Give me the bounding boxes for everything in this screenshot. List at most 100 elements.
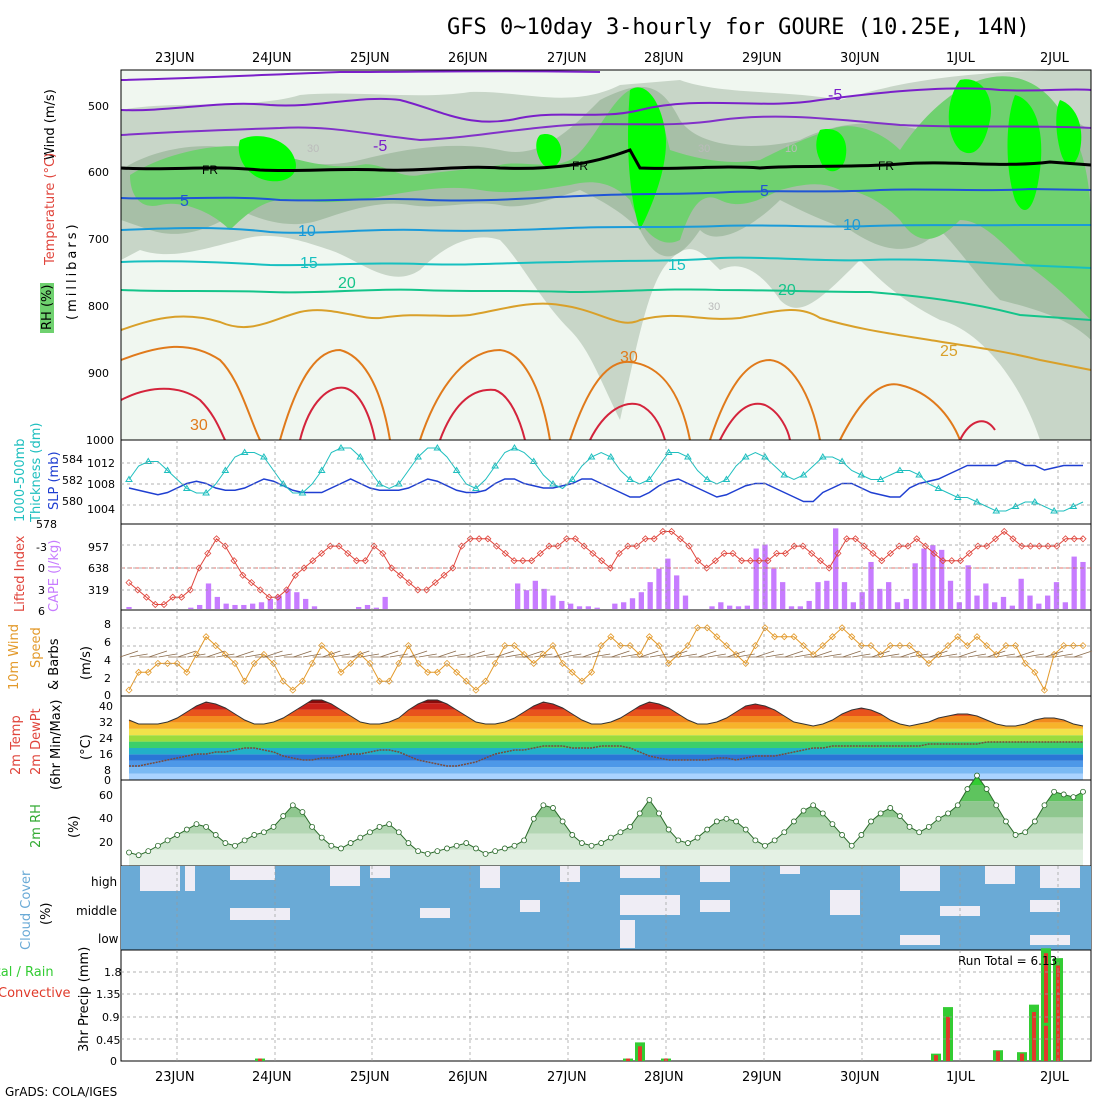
- rh2m-point: [1031, 818, 1038, 825]
- top-date-label: 27JUN: [547, 51, 587, 66]
- cape-bar: [921, 548, 927, 609]
- lifted-index-point: [808, 549, 816, 557]
- wind-barb: [726, 650, 746, 658]
- cape-bar: [886, 582, 892, 609]
- wind-barb: [910, 653, 929, 658]
- rh2m-point: [588, 842, 595, 849]
- temperature-band: [129, 735, 1083, 742]
- precip-tick: 1.35: [96, 988, 121, 1001]
- rh2m-point: [164, 837, 171, 844]
- wind-barb: [823, 653, 842, 658]
- wind-speed-point: [125, 686, 133, 694]
- wind-speed-point: [809, 650, 817, 659]
- wind-speed-point: [983, 642, 991, 650]
- lifted-index-point: [991, 535, 1000, 543]
- rh2m-point: [916, 829, 923, 836]
- rh2m-point: [251, 832, 258, 838]
- lifted-index-point: [449, 564, 457, 572]
- rh2m-point: [559, 818, 566, 825]
- rh2m-point: [1060, 791, 1067, 798]
- wind-barb: [939, 653, 958, 658]
- lifted-index-point: [344, 549, 352, 557]
- wind-speed-point: [289, 686, 297, 694]
- precip-convective-bar: [946, 1016, 950, 1061]
- rh2m-point: [126, 849, 132, 856]
- top-date-label: 30JUN: [840, 51, 880, 66]
- wind-speed-point: [771, 633, 779, 641]
- wind-barb: [177, 650, 196, 658]
- contour-label: 10: [785, 143, 797, 155]
- rh2m-point: [261, 829, 267, 836]
- lifted-index-point: [282, 586, 291, 594]
- temperature-band: [129, 773, 1083, 780]
- wind-speed-point: [925, 659, 933, 667]
- cloud-gap: [230, 866, 275, 880]
- slp-tick: 1008: [87, 478, 115, 491]
- wind-speed-point: [530, 659, 538, 667]
- wind-speed-point: [433, 668, 441, 676]
- wind-barb: [1073, 650, 1093, 658]
- rh2m-point: [742, 826, 749, 833]
- thickness-point: [414, 453, 422, 460]
- cape-bar: [1071, 556, 1077, 609]
- thickness-tick: 582: [62, 474, 83, 487]
- cape-bar: [983, 583, 989, 609]
- dewpt2m-line: [129, 741, 1083, 767]
- thickness-point: [992, 507, 1001, 514]
- temp2m-line: [128, 699, 1084, 727]
- wind-barb: [351, 650, 370, 658]
- wind-speed-point: [568, 668, 576, 676]
- rh2m-point: [868, 818, 874, 825]
- lifted-index-point: [160, 600, 168, 609]
- precip-convective-bar: [258, 1058, 262, 1061]
- lifted-index-tick: 6: [38, 605, 45, 618]
- thickness-tick: 580: [62, 495, 83, 508]
- rh2m-point: [646, 796, 653, 803]
- thickness-point: [221, 466, 230, 473]
- rh2m-point: [530, 815, 537, 822]
- contour-label: 30: [698, 143, 710, 155]
- thickness-point: [722, 475, 731, 482]
- wind-speed-point: [347, 659, 355, 667]
- top-date-label: 1JUL: [946, 51, 976, 66]
- wind-barb: [852, 653, 871, 658]
- wind-speed-point: [385, 677, 393, 685]
- wind-barb: [322, 650, 341, 658]
- wind10-label-1: 10m Wind: [7, 624, 22, 690]
- thickness-point: [298, 489, 307, 496]
- lifted-index-point: [563, 535, 571, 543]
- pressure-tick: 600: [88, 166, 109, 179]
- wind-speed-point: [886, 642, 894, 650]
- wind-barb: [187, 653, 206, 658]
- millibars-axis-label: (millibars): [65, 221, 80, 320]
- rh2m-point: [694, 834, 701, 841]
- thickness-point: [163, 466, 172, 473]
- wind-speed-point: [298, 677, 307, 685]
- lifted-index-point: [431, 579, 439, 587]
- cape-bar: [965, 565, 971, 609]
- cloud-gap: [620, 866, 660, 878]
- lifted-index-point: [606, 564, 614, 572]
- lifted-index-point: [571, 535, 579, 543]
- cape-bar: [753, 548, 759, 609]
- bottom-date-label: 25JUN: [350, 1070, 390, 1085]
- wind-speed-point: [424, 668, 432, 676]
- rh2m-point: [858, 832, 865, 838]
- wind-barb: [389, 653, 408, 658]
- wind-speed-point: [501, 642, 509, 650]
- lifted-index-point: [142, 593, 151, 601]
- wind-barb: [505, 653, 524, 658]
- rh2m-point: [752, 837, 759, 844]
- cape-bar: [638, 592, 644, 609]
- thickness-tick: 578: [36, 518, 57, 531]
- cape-bar: [285, 588, 291, 609]
- wind-barb: [987, 650, 1006, 658]
- wind-speed-point: [241, 677, 249, 685]
- wind-barb: [1025, 653, 1044, 658]
- wind-speed-point: [819, 642, 827, 650]
- cape-bar: [612, 603, 618, 609]
- cape-bar: [992, 602, 998, 609]
- wind-speed-point: [905, 642, 914, 650]
- cape-bar: [303, 598, 309, 609]
- rh2m-point: [665, 826, 672, 833]
